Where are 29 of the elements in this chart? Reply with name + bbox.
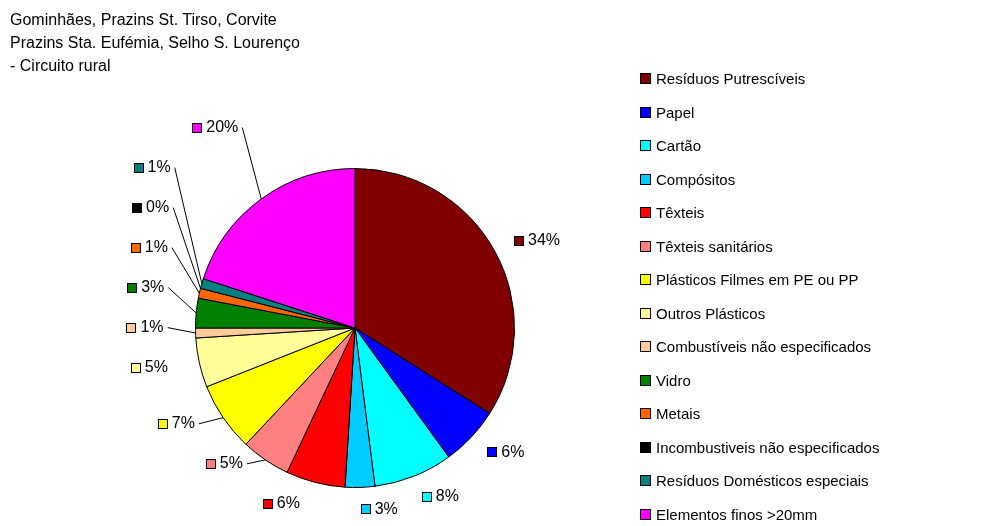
data-label: 7%: [171, 414, 195, 432]
legend-label: Resíduos Domésticos especiais: [656, 472, 869, 490]
legend-label: Elementos finos >20mm: [656, 505, 818, 523]
data-label: 34%: [528, 230, 561, 248]
data-label: 8%: [435, 487, 459, 505]
legend-label: Combustíveis não especificados: [656, 338, 872, 356]
text: 0%: [146, 198, 170, 215]
legend-label: Papel: [656, 103, 695, 121]
data-label: 3%: [374, 499, 398, 517]
data-label: 20%: [206, 118, 239, 135]
legend-label: Resíduos Putrescíveis: [656, 70, 806, 88]
legend-label: Compósitos: [656, 170, 736, 188]
legend-label: Têxteis: [656, 204, 705, 222]
data-label: 5%: [219, 454, 243, 472]
data-label: 1%: [140, 318, 164, 335]
legend-label: Incombustiveis não especificados: [656, 438, 880, 456]
legend-label: Têxteis sanitários: [656, 237, 773, 255]
data-label: 1%: [147, 158, 171, 175]
legend-label: Vidro: [656, 371, 691, 389]
data-label: 5%: [144, 358, 168, 375]
chart-title: Gominhães, Prazins St. Tirso, Corvite Prazins Sta. Eufémia, Selho S. Lourenço - Circuito rural: [10, 10, 300, 76]
data-label: 1%: [144, 238, 168, 255]
data-label: 6%: [501, 442, 525, 460]
data-label: 6%: [276, 494, 300, 512]
legend-label: Cartão: [656, 137, 702, 155]
legend-label: Metais: [656, 405, 701, 423]
data-label: 3%: [141, 278, 165, 295]
legend-label: Plásticos Filmes em PE ou PP: [656, 271, 859, 289]
legend-label: Outros Plásticos: [656, 304, 766, 322]
